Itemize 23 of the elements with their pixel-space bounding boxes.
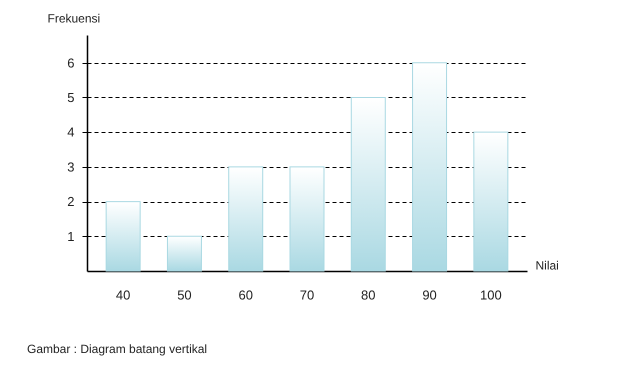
bar bbox=[412, 62, 448, 272]
bar bbox=[106, 201, 141, 272]
bar bbox=[290, 166, 324, 272]
x-tick-label: 40 bbox=[116, 288, 130, 302]
x-tick-label: 70 bbox=[300, 288, 314, 302]
text: Gambar : Diagram batang vertikal bbox=[27, 342, 208, 356]
bar bbox=[473, 132, 508, 272]
x-tick-label: 100 bbox=[480, 288, 502, 302]
x-axis-title: Nilai bbox=[536, 258, 559, 272]
x-tick-label: 60 bbox=[238, 288, 253, 302]
y-tick-label: 4 bbox=[67, 124, 74, 140]
y-tick-label: 3 bbox=[67, 159, 74, 174]
bar bbox=[350, 96, 386, 272]
y-tick-label: 5 bbox=[67, 90, 74, 105]
x-tick-label: 80 bbox=[361, 288, 376, 302]
x-tick-label: 90 bbox=[422, 288, 437, 302]
x-tick-label: 50 bbox=[177, 288, 192, 302]
y-tick-label: 6 bbox=[67, 55, 74, 70]
y-axis-title: Frekuensi bbox=[48, 12, 100, 26]
y-tick-label: 1 bbox=[67, 228, 74, 244]
bar bbox=[166, 236, 202, 272]
bar bbox=[228, 166, 264, 272]
y-tick-label: 2 bbox=[67, 194, 74, 210]
